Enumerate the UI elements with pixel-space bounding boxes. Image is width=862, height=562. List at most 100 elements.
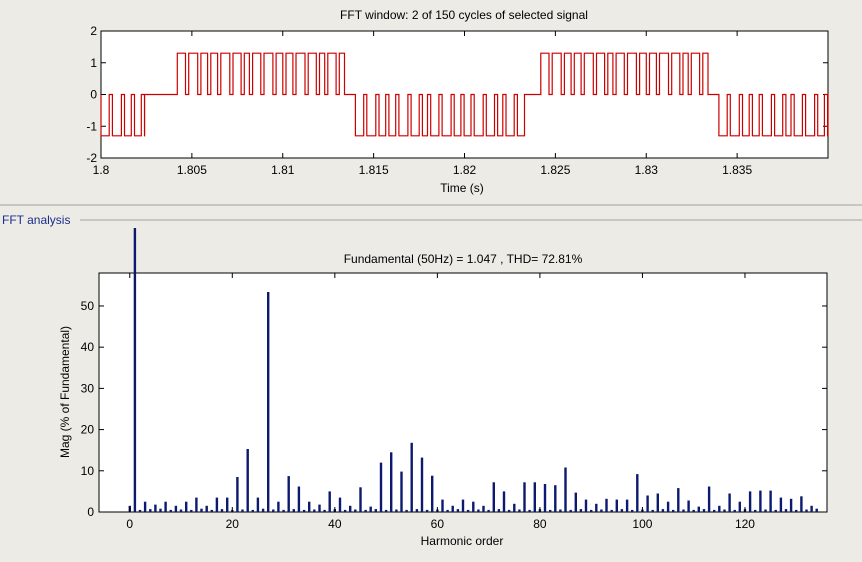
signal-x-tick-label: 1.835	[722, 163, 752, 177]
harmonic-bar	[805, 509, 808, 512]
spectrum-y-tick-label: 30	[81, 381, 95, 395]
harmonic-bar	[523, 482, 526, 512]
harmonic-bar	[764, 509, 767, 512]
signal-x-tick-label: 1.805	[177, 163, 207, 177]
harmonic-bar	[179, 509, 183, 512]
harmonic-bar	[302, 509, 306, 512]
harmonic-bar	[533, 482, 536, 512]
harmonic-bar	[446, 509, 449, 512]
harmonic-bar	[420, 457, 424, 512]
harmonic-bar	[246, 449, 249, 512]
harmonic-bar	[800, 496, 803, 512]
harmonic-bar	[308, 501, 311, 512]
harmonic-bar	[554, 485, 557, 512]
harmonic-bar	[431, 475, 434, 512]
harmonic-bar	[261, 508, 265, 512]
harmonic-bar	[369, 506, 372, 512]
harmonic-bar	[205, 505, 208, 512]
harmonic-bar	[349, 505, 352, 512]
spectrum-x-tick-label: 40	[328, 517, 342, 531]
harmonic-bar	[138, 509, 142, 512]
harmonic-bar	[415, 509, 419, 512]
harmonic-bar	[697, 506, 700, 512]
signal-trace	[100, 52, 829, 137]
harmonic-bar	[528, 509, 531, 512]
harmonic-bar	[754, 509, 757, 512]
harmonic-bar	[543, 484, 547, 512]
harmonic-bar	[595, 503, 598, 512]
spectrum-y-label: Mag (% of Fundamental)	[58, 326, 72, 458]
harmonic-bar	[195, 497, 198, 512]
signal-x-tick-label: 1.8	[93, 163, 110, 177]
harmonic-bar	[748, 491, 752, 512]
harmonic-bar	[784, 509, 788, 512]
harmonic-bar	[282, 509, 285, 512]
spectrum-x-tick-label: 100	[632, 517, 652, 531]
harmonic-bar	[405, 509, 408, 512]
harmonic-bar	[656, 493, 659, 512]
harmonic-bar	[185, 501, 188, 512]
signal-y-tick-label: 2	[90, 24, 97, 38]
spectrum-y-tick-label: 10	[81, 464, 95, 478]
harmonic-bar	[723, 509, 726, 512]
harmonic-bar	[759, 490, 762, 512]
harmonic-bar	[574, 492, 577, 512]
spectrum-y-tick-label: 40	[81, 340, 95, 354]
harmonic-bar	[149, 509, 152, 512]
spectrum-y-tick-label: 20	[81, 423, 95, 437]
signal-y-tick-label: -1	[86, 119, 97, 133]
harmonic-bar	[456, 509, 460, 512]
harmonic-bar	[769, 490, 772, 512]
harmonic-bar	[379, 462, 383, 512]
spectrum-y-ticks: 0 10 20 30 40 50	[81, 299, 827, 519]
harmonic-bar	[210, 509, 213, 512]
harmonic-bar	[497, 509, 501, 512]
harmonic-bar	[297, 486, 301, 512]
harmonic-bar	[277, 501, 280, 512]
harmonic-bar	[364, 509, 367, 512]
harmonic-bar	[343, 509, 347, 512]
harmonic-bar	[338, 497, 342, 512]
harmonic-bar	[374, 509, 377, 512]
signal-y-tick-label: -2	[86, 151, 97, 165]
harmonic-bar	[815, 508, 818, 512]
harmonic-bar	[451, 505, 454, 512]
signal-y-tick-label: 1	[90, 56, 97, 70]
harmonic-bar	[600, 509, 603, 512]
harmonic-bar	[425, 509, 429, 512]
harmonic-bar	[707, 486, 711, 512]
harmonic-bar	[646, 495, 649, 512]
harmonic-bar	[466, 509, 470, 512]
harmonic-bar	[133, 228, 137, 512]
spectrum-y-tick-label: 50	[81, 299, 95, 313]
spectrum-x-tick-label: 60	[431, 517, 445, 531]
harmonic-bar	[579, 509, 583, 512]
harmonic-bar	[400, 471, 403, 512]
harmonic-bar	[559, 509, 562, 512]
harmonic-bar	[272, 509, 275, 512]
harmonic-bar	[672, 509, 675, 512]
harmonic-bar	[615, 499, 618, 512]
signal-x-tick-label: 1.81	[271, 163, 295, 177]
harmonic-bar	[713, 509, 716, 512]
harmonic-bar	[200, 508, 203, 512]
harmonic-bar	[625, 499, 629, 512]
spectrum-x-tick-label: 80	[533, 517, 547, 531]
spectrum-y-tick-label: 0	[87, 505, 94, 519]
signal-x-label: Time (s)	[440, 181, 484, 195]
harmonic-bar	[174, 505, 178, 512]
spectrum-chart-title: Fundamental (50Hz) = 1.047 , THD= 72.81%	[344, 252, 583, 266]
harmonic-bar	[631, 509, 634, 512]
harmonic-bar	[518, 509, 521, 512]
spectrum-x-tick-label: 20	[226, 517, 240, 531]
harmonic-bar	[779, 497, 783, 512]
harmonic-bar	[384, 509, 388, 512]
signal-y-tick-label: 0	[90, 88, 97, 102]
signal-x-ticks: 1.8 1.805 1.81 1.815 1.82 1.825 1.83 1.835	[93, 31, 752, 177]
harmonic-bar	[513, 503, 516, 512]
harmonic-bar	[354, 509, 357, 512]
harmonic-bar	[564, 467, 567, 512]
spectrum-axes	[98, 272, 828, 513]
harmonic-bar	[395, 509, 398, 512]
harmonic-bar	[159, 508, 162, 512]
